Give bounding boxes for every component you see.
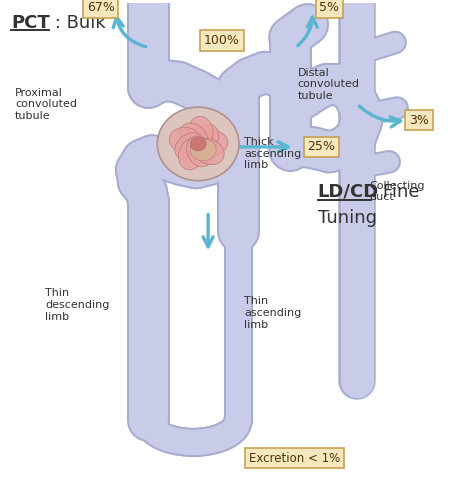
Text: : Bulk: : Bulk bbox=[49, 14, 106, 32]
Text: 100%: 100% bbox=[204, 34, 240, 47]
Ellipse shape bbox=[193, 138, 224, 164]
Text: Excretion < 1%: Excretion < 1% bbox=[249, 452, 340, 464]
Text: Thick
ascending
limb: Thick ascending limb bbox=[244, 137, 301, 170]
Text: : Fine: : Fine bbox=[371, 182, 420, 200]
Text: 25%: 25% bbox=[308, 140, 335, 153]
Ellipse shape bbox=[186, 136, 213, 166]
Ellipse shape bbox=[188, 116, 213, 148]
Text: LD/CD: LD/CD bbox=[318, 182, 379, 200]
Ellipse shape bbox=[197, 131, 228, 156]
Ellipse shape bbox=[190, 139, 216, 161]
Text: 67%: 67% bbox=[87, 1, 115, 14]
Text: Distal
convoluted
tubule: Distal convoluted tubule bbox=[298, 68, 360, 101]
Text: Proximal
convoluted
tubule: Proximal convoluted tubule bbox=[15, 88, 77, 120]
Text: Collecting
duct: Collecting duct bbox=[369, 181, 425, 203]
Text: Tuning: Tuning bbox=[318, 210, 377, 228]
Text: PCT: PCT bbox=[11, 14, 50, 32]
Text: 3%: 3% bbox=[409, 114, 429, 126]
Ellipse shape bbox=[190, 137, 206, 151]
Ellipse shape bbox=[157, 107, 239, 180]
Ellipse shape bbox=[175, 133, 205, 160]
Ellipse shape bbox=[179, 138, 204, 170]
Ellipse shape bbox=[169, 128, 201, 152]
Text: 5%: 5% bbox=[319, 1, 340, 14]
Text: Thin
descending
limb: Thin descending limb bbox=[45, 288, 109, 322]
Ellipse shape bbox=[191, 124, 219, 154]
Ellipse shape bbox=[180, 123, 208, 152]
Text: Thin
ascending
limb: Thin ascending limb bbox=[244, 296, 301, 330]
